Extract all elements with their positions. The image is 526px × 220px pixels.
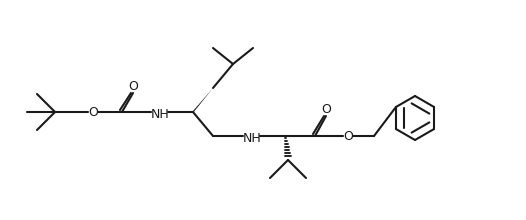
Text: O: O — [343, 130, 353, 143]
Text: O: O — [128, 79, 138, 92]
Text: NH: NH — [150, 108, 169, 121]
Text: NH: NH — [242, 132, 261, 145]
Text: O: O — [321, 103, 331, 116]
Text: O: O — [88, 106, 98, 119]
Polygon shape — [193, 88, 213, 113]
